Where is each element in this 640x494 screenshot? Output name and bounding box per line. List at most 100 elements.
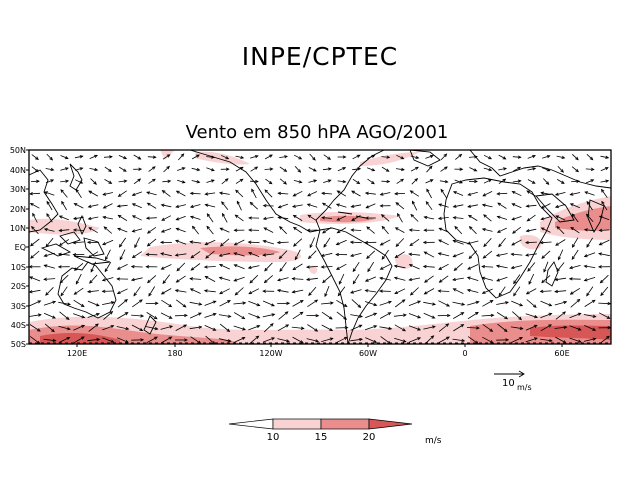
wind-vector-head: [452, 254, 457, 258]
wind-vector-head: [110, 301, 115, 305]
wind-vector: [279, 156, 288, 158]
wind-vector-head: [189, 288, 194, 292]
wind-vector: [308, 250, 317, 259]
wind-vector: [350, 314, 363, 317]
wind-vector-head: [364, 191, 369, 195]
wind-vector-head: [357, 167, 362, 171]
wind-vector-head: [204, 192, 209, 196]
wind-vector-head: [203, 265, 208, 269]
wind-vector-head: [221, 201, 225, 205]
wind-vector: [496, 276, 508, 282]
wind-vector: [278, 216, 289, 220]
africa-outline: [443, 177, 553, 299]
wind-vector-head: [394, 227, 399, 231]
wind-vector-head: [57, 265, 62, 269]
wind-vector: [205, 276, 216, 282]
madagascar-outline: [545, 261, 559, 287]
wind-vector-head: [568, 277, 573, 281]
wind-vector: [352, 154, 360, 160]
wind-vector: [397, 213, 403, 223]
wind-vector: [147, 226, 157, 234]
wind-vector-head: [498, 292, 502, 297]
wind-vector: [43, 338, 56, 342]
wind-vector: [526, 299, 537, 308]
wind-vector-head: [454, 225, 458, 230]
wind-vector-head: [119, 256, 123, 261]
wind-vector: [467, 301, 479, 306]
wind-vector-head: [166, 154, 171, 158]
wind-vector-head: [321, 191, 325, 196]
wind-vector: [175, 289, 187, 293]
wind-vector: [525, 325, 538, 331]
wind-vector-head: [307, 255, 312, 260]
wind-vector: [279, 166, 287, 172]
wind-vector-head: [488, 156, 493, 160]
wind-vector-head: [224, 178, 229, 182]
wind-vector-head: [554, 289, 559, 294]
wind-vector-head: [388, 326, 393, 330]
wind-vector-head: [598, 215, 603, 219]
wind-vector: [161, 264, 172, 270]
wind-vector-head: [583, 228, 588, 232]
wind-vector-head: [475, 311, 479, 316]
wind-vector-head: [481, 276, 486, 280]
wind-vector-head: [102, 192, 107, 196]
wind-vector: [555, 192, 566, 196]
wind-vector-head: [386, 155, 391, 159]
wind-vector: [89, 168, 98, 171]
wind-vector: [513, 274, 521, 284]
wind-vector: [190, 251, 201, 259]
wind-vector-head: [269, 167, 274, 171]
wind-vector-head: [123, 179, 128, 183]
wind-vector-head: [423, 215, 428, 220]
wind-vector: [249, 274, 259, 284]
wind-vector: [30, 238, 40, 247]
wind-vector-head: [73, 267, 78, 271]
wind-vector-head: [541, 279, 545, 284]
wind-vector: [555, 311, 566, 320]
wind-vector: [482, 266, 494, 268]
wind-vector: [102, 301, 114, 305]
wind-vector-head: [592, 314, 597, 318]
wind-vector: [58, 337, 70, 343]
wind-vector: [74, 167, 83, 171]
reference-vector-value: 10: [502, 378, 515, 389]
wind-vector-head: [466, 241, 471, 245]
wind-vector-head: [533, 324, 538, 328]
wind-vector-head: [540, 227, 545, 231]
wind-vector-head: [255, 179, 259, 184]
wind-vector: [512, 180, 521, 183]
wind-vector: [350, 252, 362, 257]
wind-vector: [30, 250, 40, 259]
wind-vector: [175, 324, 187, 331]
wind-vector: [583, 314, 596, 318]
wind-vector-head: [116, 277, 120, 281]
wind-vector: [541, 203, 551, 209]
wind-vector-head: [548, 312, 553, 316]
wind-vector-head: [64, 156, 69, 160]
wind-vector-head: [583, 278, 588, 282]
wind-vector: [307, 191, 318, 197]
wind-vector: [496, 312, 508, 320]
wind-vector-head: [539, 289, 544, 294]
wind-vector: [351, 215, 361, 221]
wind-vector-head: [131, 203, 136, 207]
wind-vector: [190, 204, 201, 208]
wind-vector: [278, 203, 289, 208]
wind-vector-head: [452, 288, 457, 292]
wind-vector: [132, 215, 142, 221]
wind-vector-head: [496, 192, 501, 196]
wind-vector: [59, 229, 70, 232]
wind-vector-head: [321, 202, 326, 206]
wind-vector-head: [417, 327, 422, 331]
wind-vector: [321, 192, 333, 195]
wind-vector-head: [583, 254, 588, 258]
wind-vector: [438, 217, 449, 219]
lat-label-30s: 30S: [10, 302, 26, 311]
wind-vector-head: [365, 205, 370, 209]
wind-vector: [161, 204, 172, 208]
wind-vector-head: [248, 291, 253, 295]
wind-vector: [73, 336, 85, 344]
wind-vector: [235, 155, 244, 159]
wind-vector-head: [481, 228, 486, 232]
